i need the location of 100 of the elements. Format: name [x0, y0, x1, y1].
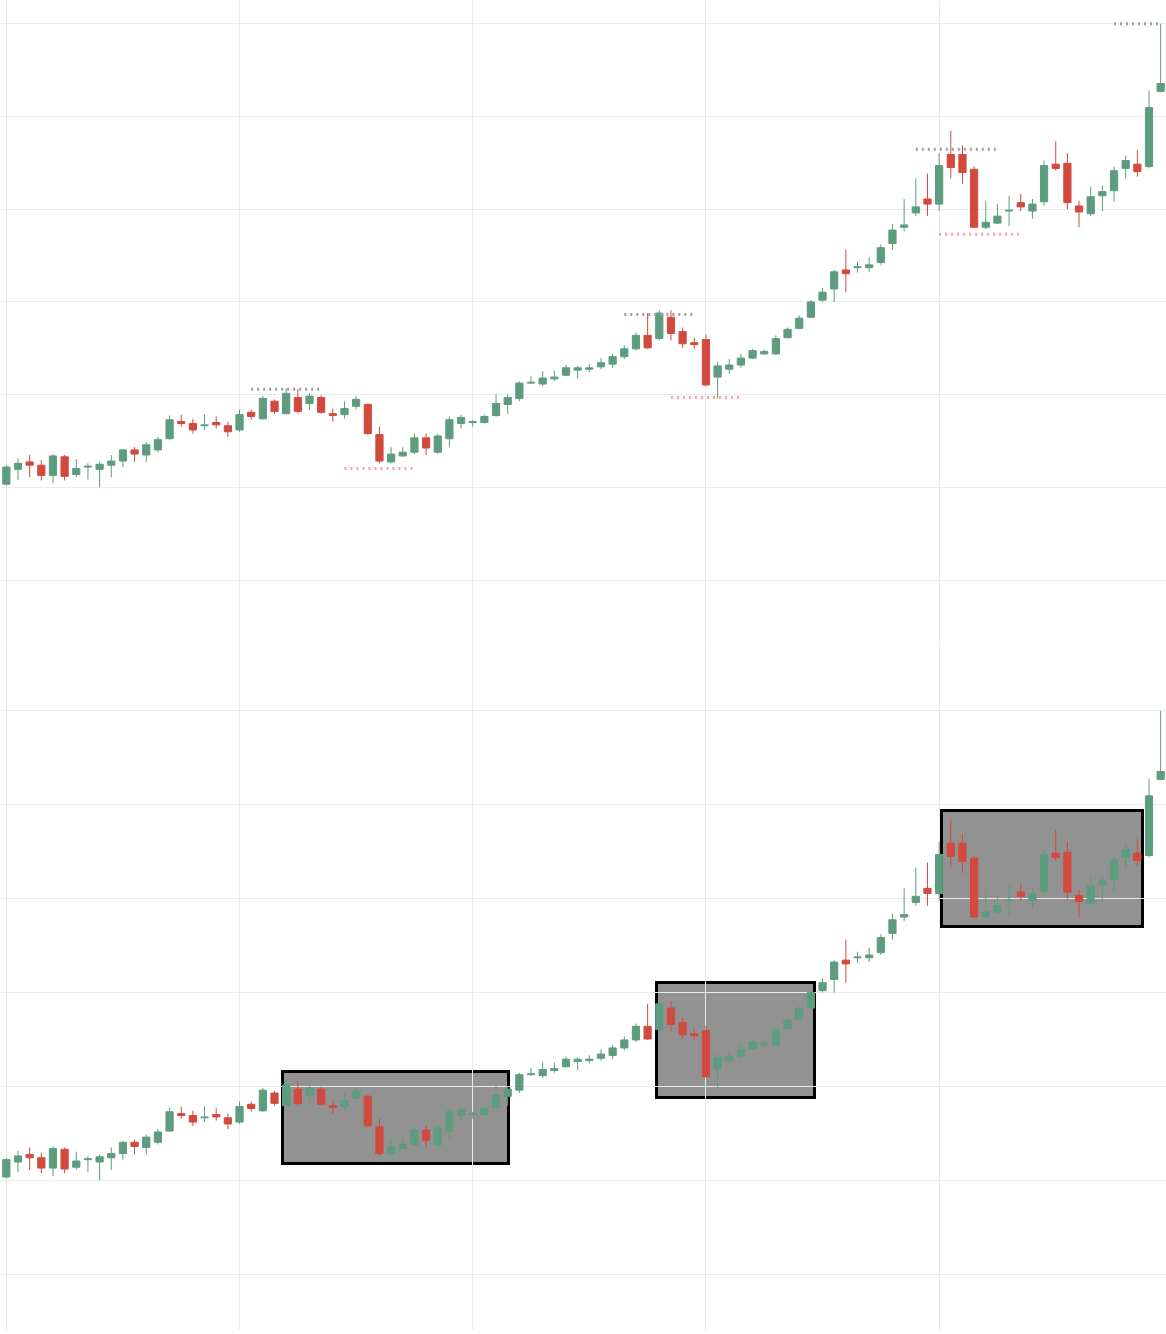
candlestick	[1109, 166, 1119, 203]
candlestick	[1074, 889, 1084, 918]
candlestick	[1121, 154, 1130, 180]
candlestick	[2, 464, 11, 487]
candlestick	[317, 1086, 326, 1107]
candlestick	[888, 913, 897, 940]
candlestick	[410, 1125, 419, 1147]
candlestick	[1133, 838, 1142, 867]
candlestick	[678, 326, 687, 349]
candlestick	[25, 454, 34, 478]
candlestick	[293, 388, 302, 415]
candlestick	[643, 312, 652, 350]
candlestick	[876, 933, 885, 956]
candlestick	[258, 395, 267, 421]
candlestick	[911, 867, 920, 907]
candlestick	[981, 889, 990, 920]
candlestick	[1086, 186, 1095, 217]
candlestick	[107, 1146, 116, 1171]
candlestick	[282, 387, 291, 415]
candlestick	[993, 893, 1002, 915]
candlestick	[37, 1152, 46, 1174]
candlestick	[72, 1151, 81, 1171]
candlestick	[60, 454, 69, 481]
candlestick	[1121, 843, 1130, 869]
candlestick	[25, 1146, 34, 1171]
candlestick	[981, 200, 990, 230]
candlestick	[235, 1100, 244, 1125]
candlestick	[666, 309, 676, 341]
candlestick	[95, 1153, 104, 1181]
candlestick	[526, 1067, 536, 1077]
candlestick	[456, 414, 466, 430]
candlestick	[118, 1140, 128, 1161]
candlestick	[1086, 875, 1095, 907]
candlestick	[142, 441, 151, 463]
candlestick	[888, 223, 897, 251]
candlestick	[165, 1107, 174, 1133]
candlestick	[223, 421, 232, 438]
candlestick	[188, 418, 197, 435]
candlestick	[1004, 884, 1014, 917]
candlestick	[1109, 854, 1119, 892]
candlestick	[1133, 149, 1142, 178]
candlestick	[911, 178, 920, 217]
candlestick	[317, 394, 326, 415]
candlestick	[923, 862, 932, 907]
candlestick	[1004, 195, 1014, 227]
candlestick	[503, 1085, 512, 1107]
candlestick	[515, 1072, 524, 1094]
candlestick	[1156, 23, 1165, 93]
candlestick	[503, 393, 512, 415]
candlestick	[433, 433, 442, 455]
candlestick	[293, 1080, 302, 1107]
candlestick	[900, 887, 909, 922]
candlestick	[946, 130, 955, 180]
candlestick	[387, 1138, 396, 1157]
candlestick	[1098, 185, 1107, 212]
candlestick	[946, 818, 955, 869]
candlestick	[713, 361, 722, 399]
candlestick	[631, 332, 641, 352]
candlestick	[666, 1000, 676, 1032]
candlestick	[515, 380, 524, 402]
candlestick	[1098, 874, 1107, 902]
candlestick	[1156, 710, 1165, 781]
candlestick	[771, 334, 780, 356]
candlestick	[13, 457, 23, 481]
candlestick	[37, 459, 46, 481]
candlestick	[282, 1079, 291, 1107]
candlestick	[643, 1003, 652, 1041]
candlestick	[48, 453, 58, 484]
candlestick	[83, 462, 93, 481]
candlestick	[48, 1146, 58, 1177]
candlestick	[631, 1023, 641, 1043]
candlestick	[596, 357, 606, 370]
candlestick	[596, 1048, 606, 1062]
candlestick	[526, 375, 536, 385]
candlestick	[258, 1087, 267, 1113]
candlestick	[1074, 200, 1084, 228]
candlestick	[841, 939, 850, 984]
candlestick	[1051, 829, 1060, 861]
candlestick	[445, 416, 454, 448]
candlestick	[806, 990, 815, 1010]
candlestick	[1028, 198, 1037, 220]
candlestick	[923, 172, 932, 217]
candlestick	[445, 1107, 454, 1140]
candlestick	[188, 1110, 197, 1127]
candlestick	[830, 959, 839, 994]
candlestick	[491, 393, 501, 417]
candlestick	[1028, 887, 1037, 910]
candlestick	[72, 458, 81, 478]
candlestick	[107, 454, 116, 478]
candlestick	[958, 144, 967, 185]
candlestick	[1051, 140, 1060, 172]
candlestick	[142, 1133, 151, 1155]
candlestick	[876, 243, 885, 266]
candlestick	[678, 1017, 687, 1040]
candlestick	[421, 1125, 431, 1148]
candlestick	[352, 395, 361, 411]
candlestick	[165, 415, 174, 441]
candlestick	[410, 433, 419, 455]
candlestick	[235, 409, 244, 433]
candlestick	[713, 1052, 722, 1091]
